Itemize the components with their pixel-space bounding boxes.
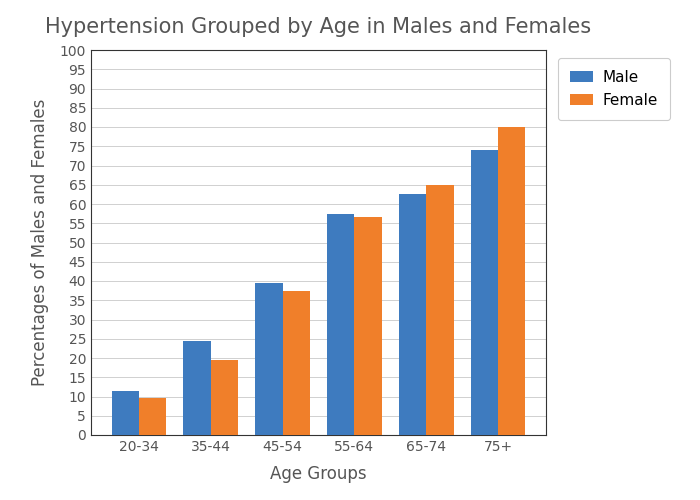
Bar: [327, 214, 354, 435]
Bar: [399, 194, 426, 435]
Bar: [112, 390, 139, 435]
Bar: [426, 184, 454, 435]
Bar: [211, 360, 238, 435]
Bar: [498, 127, 525, 435]
Bar: [183, 340, 211, 435]
Bar: [470, 150, 498, 435]
Bar: [256, 283, 283, 435]
Bar: [139, 398, 167, 435]
Legend: Male, Female: Male, Female: [558, 58, 670, 120]
Bar: [283, 290, 310, 435]
Title: Hypertension Grouped by Age in Males and Females: Hypertension Grouped by Age in Males and…: [46, 18, 592, 38]
X-axis label: Age Groups: Age Groups: [270, 465, 367, 483]
Bar: [354, 218, 382, 435]
Y-axis label: Percentages of Males and Females: Percentages of Males and Females: [31, 99, 49, 386]
